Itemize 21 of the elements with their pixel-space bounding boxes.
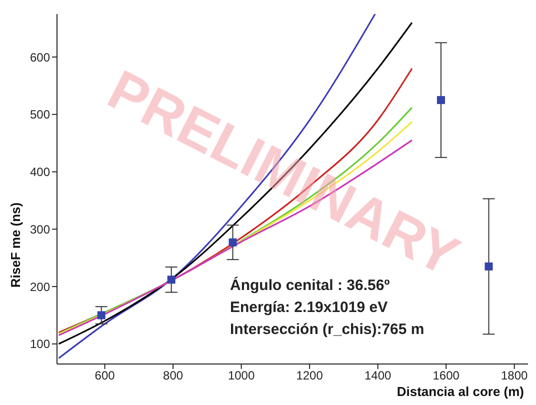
annotation: Ángulo cenital : 36.56º bbox=[230, 276, 390, 294]
x-tick-label: 1400 bbox=[364, 368, 392, 383]
x-tick-label: 1800 bbox=[500, 368, 528, 383]
y-tick-label: 200 bbox=[30, 280, 50, 294]
x-tick-label: 1200 bbox=[296, 368, 324, 383]
y-tick-label: 500 bbox=[30, 108, 50, 122]
y-tick-label: 600 bbox=[30, 50, 50, 64]
y-tick-label: 100 bbox=[30, 337, 50, 352]
x-axis-title: Distancia al core (m) bbox=[396, 384, 524, 399]
y-axis-title: RiseF me (ns) bbox=[8, 202, 23, 288]
annotation: Energía: 2.19x1019 eV bbox=[230, 299, 388, 316]
annotation: Intersección (r_chis):765 m bbox=[230, 321, 424, 338]
x-tick-label: 1000 bbox=[228, 368, 255, 383]
x-tick-label: 600 bbox=[94, 368, 116, 383]
point bbox=[167, 276, 176, 284]
y-tick-label: 400 bbox=[30, 165, 50, 180]
x-tick-label: 1600 bbox=[432, 368, 460, 383]
x-tick-label: 800 bbox=[163, 368, 184, 383]
y-tick-label: 300 bbox=[30, 222, 50, 236]
point bbox=[484, 262, 493, 270]
point bbox=[97, 311, 106, 320]
